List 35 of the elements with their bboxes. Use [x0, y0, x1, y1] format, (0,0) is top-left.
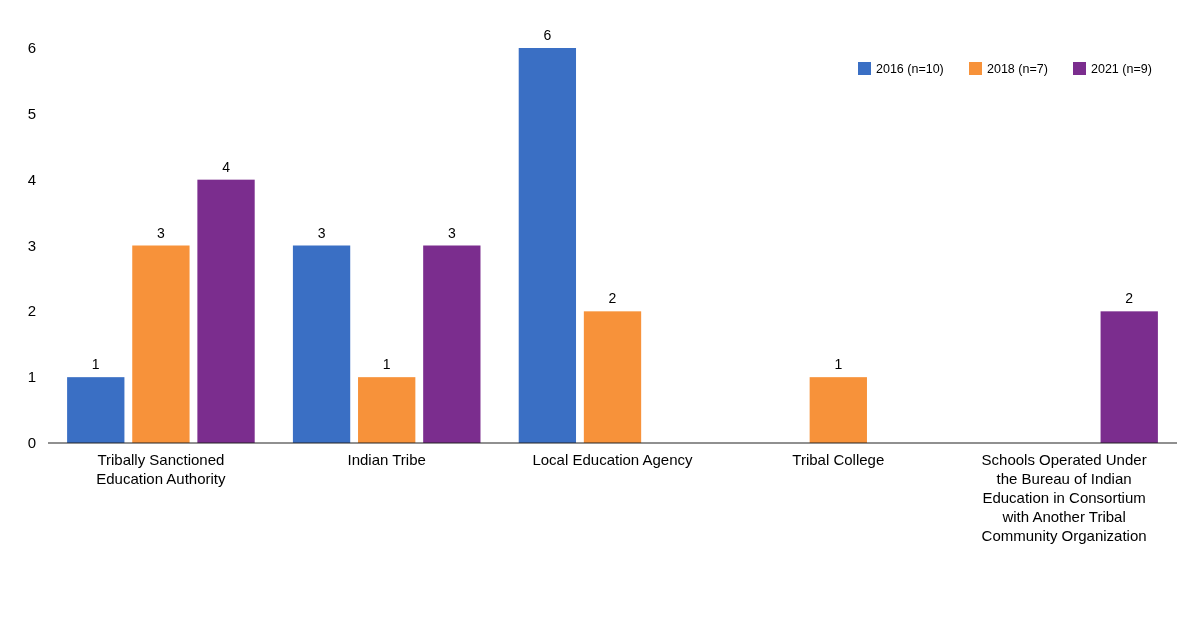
legend-label: 2021 (n=9): [1091, 62, 1152, 76]
data-label: 1: [834, 356, 843, 373]
legend-label: 2018 (n=7): [987, 62, 1048, 76]
y-tick-label: 0: [27, 434, 36, 451]
data-label: 1: [382, 356, 391, 373]
x-tick-label: Schools Operated Under the Bureau of Indian Education in Consortium with Another Tribal Community Organization: [981, 451, 1147, 544]
y-tick-label: 2: [27, 302, 36, 320]
bar: [423, 245, 481, 443]
bar: [67, 377, 125, 443]
x-tick-label: Indian Tribe: [347, 451, 426, 468]
y-tick-label: 6: [27, 39, 36, 56]
data-label: 3: [447, 224, 456, 241]
bar: [132, 245, 190, 443]
data-label: 1: [91, 356, 100, 373]
data-label: 3: [157, 224, 165, 241]
x-tick-label: Local Education Agency: [532, 451, 694, 468]
data-label: 3: [317, 224, 326, 241]
bar: [197, 179, 255, 443]
bar: [518, 48, 577, 443]
legend-label: 2016 (n=10): [876, 62, 944, 76]
data-label: 4: [222, 158, 231, 175]
data-label: 2: [608, 290, 617, 307]
y-tick-label: 4: [27, 170, 36, 188]
x-tick-label: Tribal College: [792, 451, 885, 468]
bar: [292, 245, 351, 443]
bar: [809, 377, 867, 443]
bar: [583, 311, 642, 443]
bar: [1100, 311, 1158, 443]
bar: [358, 377, 416, 443]
data-label: 6: [543, 27, 552, 43]
y-tick-label: 3: [27, 236, 36, 254]
y-tick-label: 1: [27, 368, 36, 386]
x-tick-label: Tribally Sanctioned Education Authority: [96, 451, 227, 487]
data-label: 2: [1125, 290, 1134, 307]
y-tick-label: 5: [27, 104, 36, 122]
